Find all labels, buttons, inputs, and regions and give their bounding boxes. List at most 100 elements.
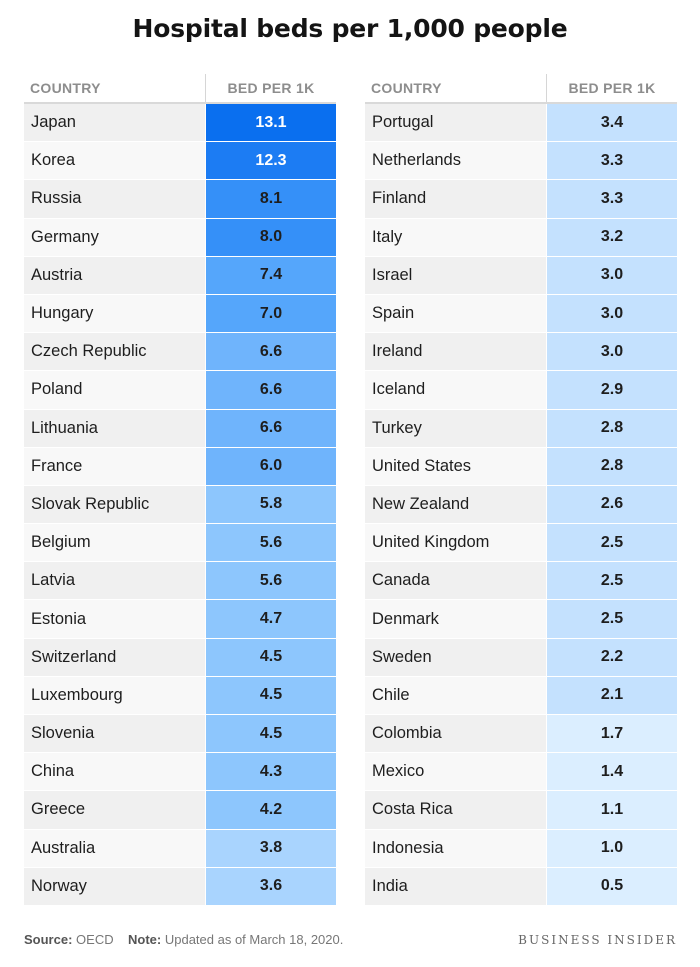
country-cell: Czech Republic	[24, 333, 205, 371]
country-cell: Japan	[24, 104, 205, 142]
bed-value-cell: 6.0	[205, 447, 336, 485]
bed-value-cell: 6.6	[205, 409, 336, 447]
table-row: United States 2.8	[365, 447, 677, 486]
table-row: India 0.5	[365, 867, 677, 906]
table-row: Russia 8.1	[24, 180, 336, 219]
table-row: France 6.0	[24, 447, 336, 486]
bed-value-cell: 2.8	[546, 447, 677, 485]
country-cell: Norway	[24, 867, 205, 905]
bed-value-cell: 7.4	[205, 256, 336, 294]
bed-value-cell: 4.3	[205, 753, 336, 791]
bed-value-cell: 6.6	[205, 371, 336, 409]
country-cell: Greece	[24, 791, 205, 829]
country-cell: Italy	[365, 218, 546, 256]
value-column-header: BED PER 1K	[205, 74, 336, 102]
bed-value-cell: 8.1	[205, 180, 336, 218]
table-row: Ireland 3.0	[365, 333, 677, 372]
brand-logo: BUSINESS INSIDER	[518, 933, 677, 947]
country-cell: Hungary	[24, 294, 205, 333]
right-table-header: COUNTRY BED PER 1K	[365, 74, 677, 102]
table-row: Sweden 2.2	[365, 638, 677, 677]
table-row: Israel 3.0	[365, 256, 677, 295]
left-table-header: COUNTRY BED PER 1K	[24, 74, 336, 102]
bed-value-cell: 3.6	[205, 867, 336, 905]
bed-value-cell: 4.5	[205, 715, 336, 753]
source-label: Source:	[24, 932, 73, 947]
country-column-header: COUNTRY	[371, 80, 442, 96]
table-row: Indonesia 1.0	[365, 829, 677, 868]
table-row: Chile 2.1	[365, 676, 677, 715]
country-cell: Spain	[365, 294, 546, 333]
bed-value-cell: 7.0	[205, 294, 336, 333]
table-row: United Kingdom 2.5	[365, 524, 677, 563]
bed-value-cell: 1.0	[546, 829, 677, 867]
source-value: OECD	[76, 932, 114, 947]
left-table-rows: Japan 13.1 Korea 12.3 Russia 8.1 Germany 8.0 Aus…	[24, 102, 336, 906]
country-cell: China	[24, 753, 205, 791]
table-row: Costa Rica 1.1	[365, 791, 677, 830]
bed-value-cell: 8.0	[205, 218, 336, 256]
country-cell: Mexico	[365, 753, 546, 791]
bed-value-cell: 13.1	[205, 104, 336, 142]
bed-value-cell: 0.5	[546, 867, 677, 905]
bed-value-cell: 3.8	[205, 829, 336, 867]
country-cell: Lithuania	[24, 409, 205, 447]
table-row: Canada 2.5	[365, 562, 677, 601]
table-row: Greece 4.2	[24, 791, 336, 830]
bed-value-cell: 3.0	[546, 256, 677, 294]
bed-value-cell: 2.5	[546, 524, 677, 562]
country-cell: Russia	[24, 180, 205, 218]
table-row: Finland 3.3	[365, 180, 677, 219]
bed-value-cell: 3.0	[546, 294, 677, 333]
bed-value-cell: 2.8	[546, 409, 677, 447]
bed-value-cell: 2.5	[546, 600, 677, 638]
bed-value-cell: 1.7	[546, 715, 677, 753]
bed-value-cell: 4.5	[205, 676, 336, 714]
country-cell: Finland	[365, 180, 546, 218]
bed-value-cell: 3.3	[546, 142, 677, 180]
bed-value-cell: 3.3	[546, 180, 677, 218]
table-row: Australia 3.8	[24, 829, 336, 868]
table-row: Turkey 2.8	[365, 409, 677, 448]
table-row: Mexico 1.4	[365, 753, 677, 792]
table-row: Korea 12.3	[24, 142, 336, 181]
country-cell: Slovak Republic	[24, 485, 205, 524]
country-cell: Germany	[24, 218, 205, 256]
bed-value-cell: 5.6	[205, 524, 336, 562]
country-cell: Netherlands	[365, 142, 546, 180]
table-row: Italy 3.2	[365, 218, 677, 257]
country-cell: Belgium	[24, 524, 205, 562]
bed-value-cell: 4.7	[205, 600, 336, 638]
table-row: Switzerland 4.5	[24, 638, 336, 677]
table-row: Japan 13.1	[24, 104, 336, 143]
table-row: Lithuania 6.6	[24, 409, 336, 448]
bed-value-cell: 2.1	[546, 676, 677, 714]
country-cell: Colombia	[365, 715, 546, 753]
note-label: Note:	[128, 932, 162, 947]
bed-value-cell: 4.5	[205, 638, 336, 676]
country-column-header: COUNTRY	[30, 80, 101, 96]
bed-value-cell: 6.6	[205, 333, 336, 371]
bed-value-cell: 4.2	[205, 791, 336, 829]
country-cell: Australia	[24, 829, 205, 867]
bed-value-cell: 2.5	[546, 562, 677, 600]
country-cell: France	[24, 447, 205, 485]
bed-value-cell: 2.6	[546, 485, 677, 524]
table-row: Iceland 2.9	[365, 371, 677, 410]
table-row: New Zealand 2.6	[365, 485, 677, 525]
bed-value-cell: 5.8	[205, 485, 336, 524]
country-cell: Latvia	[24, 562, 205, 600]
country-cell: Denmark	[365, 600, 546, 638]
table-row: Colombia 1.7	[365, 715, 677, 754]
country-cell: United Kingdom	[365, 524, 546, 562]
table-row: China 4.3	[24, 753, 336, 792]
country-cell: Turkey	[365, 409, 546, 447]
right-table: COUNTRY BED PER 1K Portugal 3.4 Netherland…	[365, 74, 677, 906]
bed-value-cell: 2.2	[546, 638, 677, 676]
bed-value-cell: 5.6	[205, 562, 336, 600]
table-row: Slovak Republic 5.8	[24, 485, 336, 525]
right-table-rows: Portugal 3.4 Netherlands 3.3 Finland 3.3 Italy…	[365, 102, 677, 906]
table-row: Denmark 2.5	[365, 600, 677, 639]
table-row: Estonia 4.7	[24, 600, 336, 639]
bed-value-cell: 3.4	[546, 104, 677, 142]
